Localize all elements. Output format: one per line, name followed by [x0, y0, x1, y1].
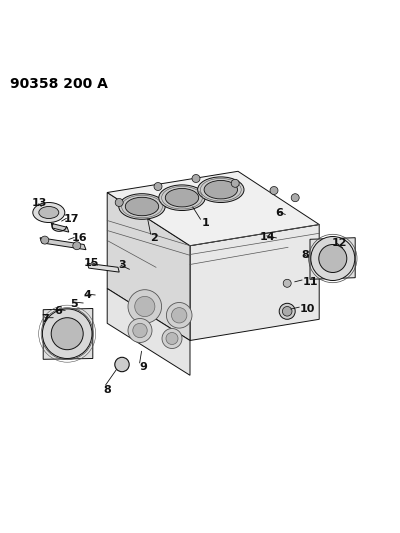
Polygon shape	[107, 288, 190, 375]
Ellipse shape	[204, 181, 238, 199]
Circle shape	[283, 279, 291, 287]
Text: 15: 15	[84, 257, 99, 268]
Circle shape	[270, 187, 278, 195]
Text: 2: 2	[150, 233, 158, 243]
Polygon shape	[87, 263, 119, 272]
Circle shape	[128, 290, 162, 324]
Circle shape	[231, 179, 239, 187]
Circle shape	[133, 324, 147, 338]
Text: 9: 9	[139, 362, 147, 372]
Circle shape	[166, 333, 178, 344]
Text: 10: 10	[300, 303, 315, 313]
Circle shape	[319, 245, 347, 272]
Circle shape	[172, 308, 187, 323]
Circle shape	[41, 236, 49, 244]
Circle shape	[115, 357, 129, 372]
Text: 90358 200 A: 90358 200 A	[10, 77, 108, 91]
Circle shape	[311, 237, 355, 280]
Polygon shape	[107, 192, 190, 341]
Ellipse shape	[119, 193, 165, 219]
Text: 17: 17	[64, 214, 79, 223]
Text: 16: 16	[71, 233, 87, 243]
Circle shape	[154, 182, 162, 190]
Text: 4: 4	[83, 290, 91, 300]
Text: 5: 5	[70, 298, 78, 309]
Ellipse shape	[165, 189, 199, 207]
Ellipse shape	[198, 177, 244, 203]
Text: 3: 3	[118, 260, 126, 270]
Circle shape	[115, 198, 123, 206]
Polygon shape	[51, 223, 69, 232]
Ellipse shape	[159, 185, 205, 211]
Circle shape	[282, 306, 292, 316]
Text: 14: 14	[259, 231, 275, 241]
Polygon shape	[40, 238, 86, 249]
Polygon shape	[310, 238, 355, 279]
Text: 6: 6	[54, 306, 62, 316]
Circle shape	[162, 328, 182, 349]
Text: 8: 8	[103, 385, 111, 395]
Polygon shape	[190, 224, 319, 341]
Text: 8: 8	[301, 251, 309, 260]
Circle shape	[291, 193, 299, 201]
Ellipse shape	[125, 197, 159, 216]
Circle shape	[279, 303, 295, 319]
Ellipse shape	[33, 203, 65, 222]
Text: 12: 12	[332, 238, 347, 248]
Text: 13: 13	[32, 198, 47, 208]
Polygon shape	[43, 309, 93, 359]
Circle shape	[166, 303, 192, 328]
Text: 11: 11	[302, 277, 318, 287]
Polygon shape	[107, 171, 319, 246]
Text: 7: 7	[41, 314, 49, 324]
Circle shape	[73, 241, 81, 249]
Text: 6: 6	[275, 207, 283, 217]
Circle shape	[192, 174, 200, 182]
Text: 1: 1	[202, 219, 210, 228]
Ellipse shape	[39, 206, 59, 219]
Circle shape	[135, 296, 155, 317]
Circle shape	[51, 318, 83, 350]
Circle shape	[42, 309, 92, 359]
Circle shape	[128, 319, 152, 343]
